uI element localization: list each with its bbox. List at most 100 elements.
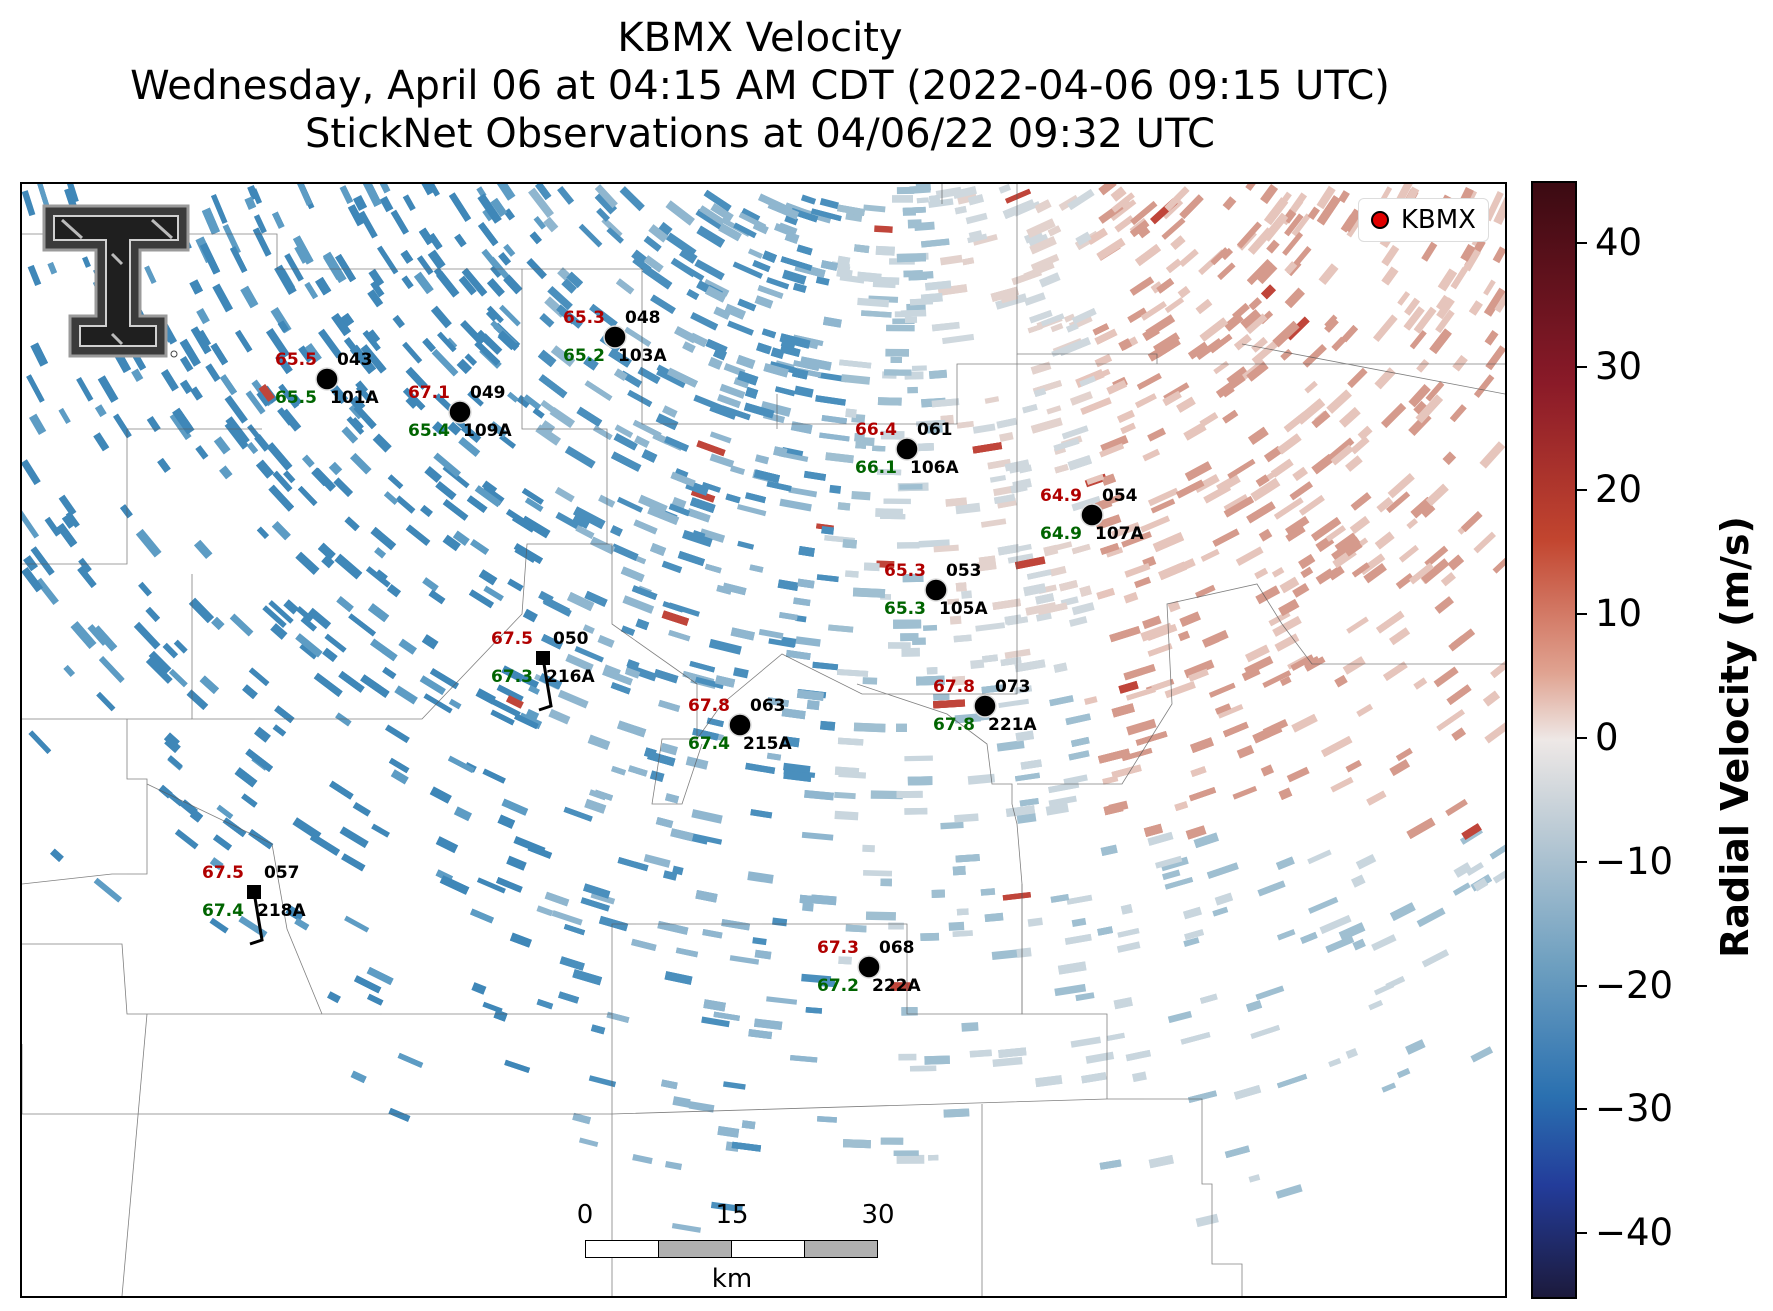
kbmx-marker-icon bbox=[1370, 211, 1389, 229]
colorbar-tick-label: −30 bbox=[1595, 1087, 1674, 1131]
title-line-2: Wednesday, April 06 at 04:15 AM CDT (202… bbox=[130, 63, 1390, 109]
legend: KBMX bbox=[1357, 198, 1489, 242]
station-temperature: 67.3 bbox=[817, 938, 859, 958]
station-dewpoint: 65.3 bbox=[884, 599, 926, 619]
colorbar-tick-label: 10 bbox=[1595, 592, 1643, 636]
scale-segment bbox=[585, 1240, 659, 1258]
colorbar-tick-label: 20 bbox=[1595, 468, 1643, 512]
station-probe-id: 068 bbox=[879, 938, 915, 958]
station-probe-id: 050 bbox=[553, 629, 589, 649]
station-temperature: 64.9 bbox=[1040, 486, 1082, 506]
colorbar-tick-mark bbox=[1575, 241, 1587, 244]
station-probe-id: 043 bbox=[337, 350, 373, 370]
radar-map[interactable]: 65.5 043 65.5 101A 67.1 049 65.4 109A 65.3 048 65.… bbox=[20, 182, 1507, 1298]
station-215a[interactable]: 67.8 063 67.4 215A bbox=[688, 696, 792, 754]
station-dewpoint: 67.3 bbox=[491, 667, 533, 687]
colorbar-tick-mark bbox=[1575, 984, 1587, 987]
colorbar-tick-label: 30 bbox=[1595, 344, 1643, 388]
station-103a[interactable]: 65.3 048 65.2 103A bbox=[563, 308, 667, 366]
station-221a[interactable]: 67.8 073 67.8 221A bbox=[933, 677, 1037, 735]
station-temperature: 65.3 bbox=[884, 561, 926, 581]
station-dewpoint: 67.2 bbox=[817, 976, 859, 996]
station-101a[interactable]: 65.5 043 65.5 101A bbox=[275, 350, 379, 408]
station-probe-id: 053 bbox=[946, 561, 982, 581]
station-dewpoint: 65.4 bbox=[408, 421, 450, 441]
station-id: 218A bbox=[257, 901, 306, 921]
station-marker[interactable] bbox=[315, 367, 339, 391]
station-id: 103A bbox=[618, 346, 667, 366]
station-marker[interactable] bbox=[973, 694, 997, 718]
station-marker[interactable] bbox=[857, 955, 881, 979]
station-dewpoint: 66.1 bbox=[855, 458, 897, 478]
velocity-field bbox=[22, 184, 1505, 1233]
station-id: 101A bbox=[330, 388, 379, 408]
station-marker[interactable] bbox=[603, 325, 627, 349]
scale-label-15: 15 bbox=[715, 1200, 749, 1230]
station-marker[interactable] bbox=[728, 713, 752, 737]
scale-segment bbox=[804, 1240, 878, 1258]
title-line-1: KBMX Velocity bbox=[617, 15, 903, 61]
station-temperature: 67.1 bbox=[408, 383, 450, 403]
station-temperature: 67.8 bbox=[688, 696, 730, 716]
station-dewpoint: 65.2 bbox=[563, 346, 605, 366]
station-probe-id: 048 bbox=[625, 308, 661, 328]
scale-label-0: 0 bbox=[576, 1200, 594, 1230]
station-probe-id: 063 bbox=[750, 696, 786, 716]
scale-segment bbox=[731, 1240, 805, 1258]
legend-label: KBMX bbox=[1400, 205, 1476, 235]
station-temperature: 67.5 bbox=[202, 863, 244, 883]
colorbar-tick-label: −20 bbox=[1595, 963, 1674, 1007]
station-216a[interactable]: 67.5 050 67.3 216A bbox=[491, 629, 595, 712]
station-temperature: 65.5 bbox=[275, 350, 317, 370]
colorbar bbox=[1531, 181, 1577, 1299]
station-probe-id: 054 bbox=[1102, 486, 1138, 506]
station-id: 216A bbox=[546, 667, 595, 687]
station-marker[interactable] bbox=[1080, 503, 1104, 527]
station-temperature: 66.4 bbox=[855, 420, 897, 440]
station-id: 221A bbox=[988, 715, 1037, 735]
colorbar-tick-mark bbox=[1575, 737, 1587, 739]
station-id: 106A bbox=[910, 458, 959, 478]
station-218a[interactable]: 67.5 057 67.4 218A bbox=[202, 863, 306, 946]
station-probe-id: 061 bbox=[917, 420, 953, 440]
station-probe-id: 057 bbox=[264, 863, 300, 883]
colorbar-tick-mark bbox=[1575, 1108, 1587, 1111]
wind-barb-icon bbox=[249, 891, 264, 946]
station-marker[interactable] bbox=[895, 437, 919, 461]
wind-barb-icon bbox=[538, 657, 553, 712]
title-line-3: StickNet Observations at 04/06/22 09:32 … bbox=[305, 111, 1215, 157]
station-109a[interactable]: 67.1 049 65.4 109A bbox=[408, 383, 512, 441]
station-probe-id: 049 bbox=[470, 383, 506, 403]
scale-bar: 0 15 30 km bbox=[577, 1200, 935, 1294]
station-105a[interactable]: 65.3 053 65.3 105A bbox=[884, 561, 988, 619]
colorbar-tick-mark bbox=[1575, 613, 1587, 616]
station-marker[interactable] bbox=[924, 578, 948, 602]
station-106a[interactable]: 66.4 061 66.1 106A bbox=[855, 420, 959, 478]
colorbar-tick-label: 40 bbox=[1595, 220, 1643, 264]
station-temperature: 65.3 bbox=[563, 308, 605, 328]
colorbar-tick-label: −10 bbox=[1595, 839, 1674, 883]
map-title: KBMX Velocity Wednesday, April 06 at 04:… bbox=[0, 14, 1520, 158]
colorbar-tick-mark bbox=[1575, 365, 1587, 368]
station-id: 107A bbox=[1095, 524, 1144, 544]
station-id: 222A bbox=[872, 976, 921, 996]
station-id: 215A bbox=[743, 734, 792, 754]
station-107a[interactable]: 64.9 054 64.9 107A bbox=[1040, 486, 1144, 544]
station-dewpoint: 64.9 bbox=[1040, 524, 1082, 544]
station-marker[interactable] bbox=[448, 400, 472, 424]
station-dewpoint: 67.4 bbox=[202, 901, 244, 921]
county-boundaries bbox=[22, 184, 1505, 1296]
colorbar-ticks: 40 30 20 10 0 −10 −20 −30 −40 bbox=[1575, 181, 1673, 1297]
colorbar-tick-mark bbox=[1575, 1232, 1587, 1235]
station-222a[interactable]: 67.3 068 67.2 222A bbox=[817, 938, 921, 996]
colorbar-tick-mark bbox=[1575, 489, 1587, 492]
station-dewpoint: 67.4 bbox=[688, 734, 730, 754]
station-dewpoint: 67.8 bbox=[933, 715, 975, 735]
colorbar-tick-label: −40 bbox=[1595, 1211, 1674, 1255]
colorbar-tick-mark bbox=[1575, 860, 1587, 863]
colorbar-label: Radial Velocity (m/s) bbox=[1713, 516, 1757, 958]
station-dewpoint: 65.5 bbox=[275, 388, 317, 408]
texas-tech-logo bbox=[42, 204, 192, 384]
station-id: 105A bbox=[939, 599, 988, 619]
